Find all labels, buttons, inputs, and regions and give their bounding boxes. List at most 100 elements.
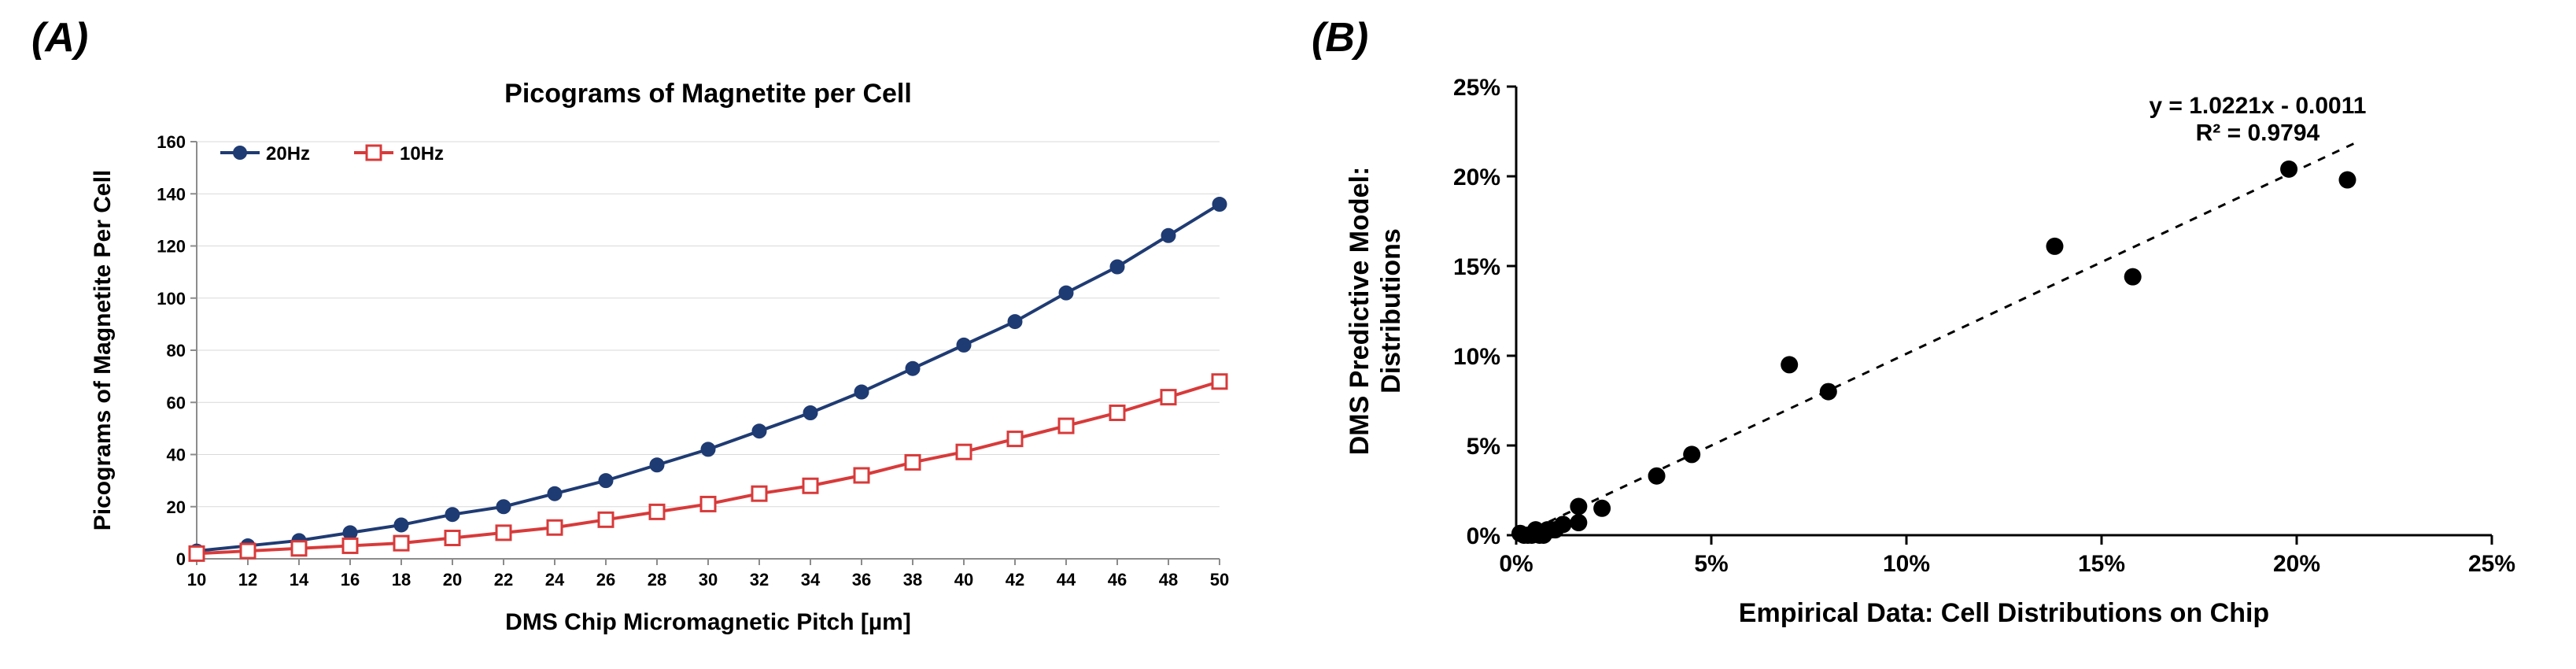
marker-20Hz: [701, 442, 715, 456]
scatter-point: [1593, 500, 1611, 517]
panel-a-chart: Picograms of Magnetite per Cell 0 20 40 60 80…: [31, 16, 1267, 653]
marker-10Hz: [1161, 390, 1175, 405]
xtick-a: 42: [1006, 570, 1024, 590]
marker-10Hz: [496, 526, 511, 540]
xtick-b: 10%: [1883, 551, 1930, 577]
scatter-point: [1555, 516, 1572, 533]
marker-20Hz: [1161, 228, 1175, 242]
r2-text: R² = 0.9794: [2196, 120, 2320, 146]
scatter-point: [1570, 514, 1587, 531]
xtick-a: 22: [494, 570, 513, 590]
scatter-point: [1570, 498, 1587, 516]
trendline: [1520, 143, 2355, 535]
ytick-a: 20: [167, 497, 186, 517]
marker-10Hz: [241, 544, 255, 558]
scatter-point: [2338, 172, 2356, 189]
xtick-a: 46: [1108, 570, 1127, 590]
marker-20Hz: [854, 385, 869, 399]
xtick-a: 14: [290, 570, 309, 590]
marker-20Hz: [1008, 315, 1022, 329]
xtick-a: 34: [801, 570, 821, 590]
xtick-a: 30: [699, 570, 718, 590]
marker-10Hz: [957, 445, 971, 459]
panel-a-letter: (A): [31, 14, 88, 61]
ytick-b: 15%: [1453, 254, 1500, 280]
marker-10Hz: [1008, 432, 1022, 446]
ytick-b: 10%: [1453, 344, 1500, 370]
xtick-a: 20: [443, 570, 462, 590]
legend-item: 10Hz: [400, 143, 444, 164]
xtick-a: 44: [1057, 570, 1076, 590]
marker-10Hz: [599, 512, 613, 527]
marker-10Hz: [394, 536, 408, 550]
marker-20Hz: [1110, 260, 1124, 274]
xtick-b: 25%: [2468, 551, 2515, 577]
xtick-a: 16: [341, 570, 360, 590]
xlabel-b: Empirical Data: Cell Distributions on Ch…: [1739, 598, 2269, 628]
ylabel-b-line: Distributions: [1376, 228, 1406, 394]
marker-20Hz: [1059, 286, 1073, 300]
xtick-a: 36: [852, 570, 871, 590]
marker-10Hz: [1110, 406, 1124, 420]
scatter-point: [2280, 161, 2297, 178]
xtick-a: 18: [392, 570, 411, 590]
xtick-b: 15%: [2078, 551, 2125, 577]
xtick-a: 28: [648, 570, 666, 590]
marker-10Hz: [343, 538, 357, 553]
panel-b-letter: (B): [1312, 14, 1368, 61]
ytick-a: 140: [157, 184, 186, 204]
marker-10Hz: [548, 520, 562, 534]
xtick-a: 50: [1210, 570, 1229, 590]
marker-20Hz: [752, 424, 766, 438]
xtick-a: 40: [954, 570, 973, 590]
scatter-point: [1781, 356, 1798, 373]
ytick-a: 0: [176, 549, 186, 569]
ytick-b: 0%: [1467, 523, 1500, 549]
ytick-a: 120: [157, 237, 186, 257]
ylabel-a: Picograms of Magnetite Per Cell: [90, 170, 116, 530]
marker-10Hz: [803, 479, 817, 493]
marker-10Hz: [701, 497, 715, 511]
ytick-b: 20%: [1453, 164, 1500, 190]
ytick-b: 25%: [1453, 75, 1500, 101]
scatter-point: [2046, 238, 2063, 255]
xtick-a: 24: [545, 570, 565, 590]
marker-10Hz: [190, 546, 204, 560]
panel-a: (A) Picograms of Magnetite per Cell 0 20 40…: [0, 0, 1288, 669]
ytick-a: 160: [157, 132, 186, 152]
marker-20Hz: [650, 458, 664, 472]
scatter-point: [1683, 445, 1700, 463]
ytick-a: 60: [167, 393, 186, 412]
marker-10Hz: [1212, 375, 1227, 389]
xtick-a: 38: [903, 570, 922, 590]
xtick-a: 32: [750, 570, 769, 590]
figure: (A) Picograms of Magnetite per Cell 0 20 40…: [0, 0, 2576, 669]
legend-item: 20Hz: [266, 143, 310, 164]
scatter-point: [2124, 268, 2142, 286]
xtick-b: 0%: [1499, 551, 1533, 577]
marker-10Hz: [854, 468, 869, 482]
panel-b-chart: 0%5%10%15%20%25%0%5%10%15%20%25%Empirica…: [1312, 16, 2539, 653]
marker-20Hz: [599, 474, 613, 488]
marker-20Hz: [548, 486, 562, 501]
xlabel-a: DMS Chip Micromagnetic Pitch [µm]: [505, 609, 911, 635]
scatter-point: [1820, 383, 1837, 401]
marker-20Hz: [445, 508, 459, 522]
chart-a-title: Picograms of Magnetite per Cell: [504, 79, 912, 109]
marker-10Hz: [650, 505, 664, 519]
marker-20Hz: [957, 338, 971, 352]
marker-10Hz: [292, 541, 306, 556]
marker-20Hz: [394, 518, 408, 532]
ytick-a: 80: [167, 341, 186, 360]
marker-10Hz: [445, 531, 459, 545]
xtick-a: 10: [187, 570, 206, 590]
xtick-a: 26: [596, 570, 615, 590]
xtick-a: 12: [238, 570, 257, 590]
marker-20Hz: [1212, 198, 1227, 212]
marker-20Hz: [496, 500, 511, 514]
ytick-a: 40: [167, 445, 186, 465]
xtick-b: 20%: [2273, 551, 2320, 577]
xtick-a: 48: [1159, 570, 1178, 590]
marker-20Hz: [803, 406, 817, 420]
ytick-b: 5%: [1467, 434, 1500, 460]
